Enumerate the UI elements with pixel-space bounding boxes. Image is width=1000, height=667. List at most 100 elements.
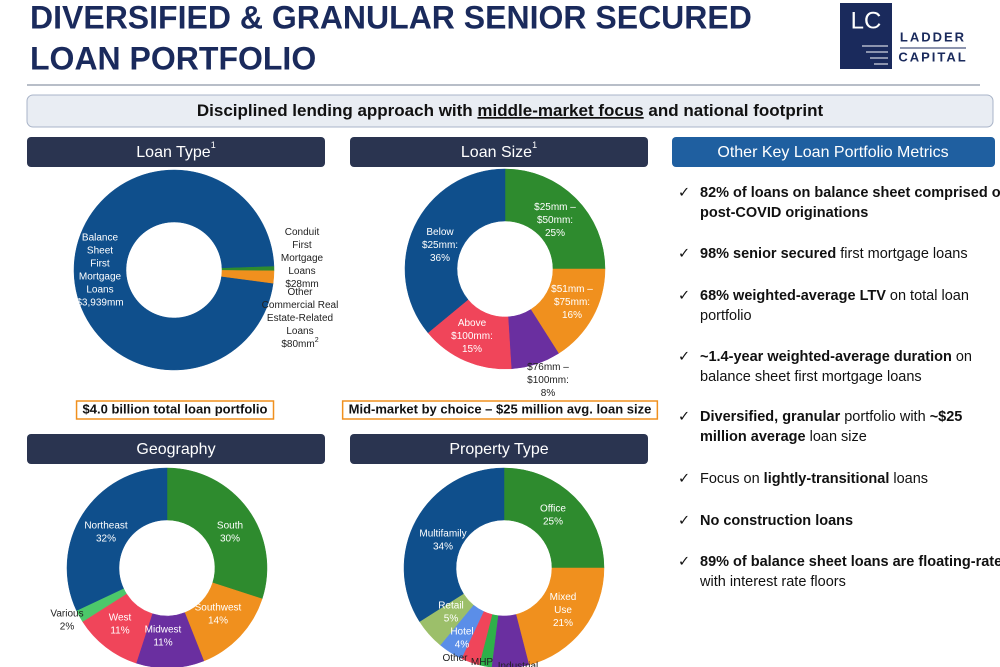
chart-header — [27, 137, 325, 167]
slice-label-line: 25% — [543, 516, 563, 527]
chart-header — [27, 434, 325, 464]
metric-text: Focus on — [700, 471, 764, 487]
metric-text: ~1.4-year weighted-average duration — [700, 349, 952, 365]
donut-slice — [404, 168, 506, 334]
slice-label-line: $50mm: — [537, 215, 573, 226]
metric-text: loan size — [805, 429, 867, 445]
slice-label-line: $25mm: — [422, 240, 458, 251]
slice-label-line: 16% — [562, 310, 582, 321]
metric-text: loans — [889, 471, 929, 487]
slice-label-line: Balance — [82, 232, 119, 243]
slice-label-line: 14% — [208, 615, 228, 626]
slice-label: Midwest 11% — [145, 624, 182, 648]
metric-text: first mortgage loans — [836, 246, 968, 262]
slice-label: Office 25% — [540, 503, 566, 527]
slice-label: Various 2% — [50, 608, 83, 632]
metric-item: ✓ Focus on lightly-transitional loans — [676, 469, 1000, 489]
slice-label: $76mm – $100mm: 8% — [527, 362, 569, 399]
metric-item: ✓ Diversified, granular portfolio with ~$… — [676, 407, 1000, 447]
chart-caption: Mid-market by choice – $25 million avg. … — [349, 401, 652, 416]
slice-label-line: Use — [554, 605, 572, 616]
metric-text: 82% of loans on balance sheet comprised … — [700, 185, 1000, 221]
caption-box — [341, 400, 659, 420]
slice-label: West 11% — [109, 612, 132, 636]
slice-label-line: Mortgage — [281, 253, 324, 264]
check-icon: ✓ — [678, 185, 691, 201]
slice-label: $51mm – $75mm: 16% — [551, 284, 593, 321]
check-icon: ✓ — [678, 471, 691, 487]
metric-item: ✓ 68% weighted-average LTV on total loan … — [676, 286, 1000, 326]
donut-slice — [403, 467, 505, 622]
slice-label-line: $76mm – — [527, 362, 569, 373]
chart-header — [350, 137, 648, 167]
slice-label: $25mm – $50mm: 25% — [534, 202, 576, 239]
banner-box — [26, 94, 994, 128]
metric-text: lightly-transitional — [763, 471, 890, 487]
donut-slice — [73, 169, 275, 371]
slice-label-line: $25mm – — [534, 202, 576, 213]
slice-label: Below $25mm: 36% — [422, 227, 458, 264]
slice-label-line: Other — [287, 287, 313, 298]
slice-label-line: 11% — [153, 637, 172, 648]
slice-label-line: Sheet — [87, 245, 113, 256]
slice-label-line: 32% — [96, 533, 116, 544]
chart-title: Property Type — [449, 441, 548, 458]
slice-label-line: $3,939mm — [76, 297, 123, 308]
slice-label: South 30% — [217, 520, 243, 544]
check-icon: ✓ — [678, 513, 691, 529]
slice-label-line: 21% — [553, 618, 573, 629]
donut-slice — [504, 168, 606, 270]
slice-label: Hotel 4% — [450, 626, 473, 650]
slice-label-line: Midwest — [145, 624, 182, 635]
logo-lines — [862, 45, 888, 65]
slice-label-line: 25% — [545, 228, 565, 239]
slice-label-line: First — [90, 258, 110, 269]
slice-label-line: $100mm: — [527, 375, 569, 386]
metric-text: 68% weighted-average LTV — [700, 288, 886, 304]
chart-title-text: Geography — [136, 441, 215, 458]
slice-label: Other Commercial Real Estate-Related Loans $… — [262, 287, 339, 350]
slice-label-line: MHP — [471, 657, 494, 667]
slice-label: Conduit First Mortgage Loans $28mm — [281, 227, 324, 290]
metrics-title: Other Key Loan Portfolio Metrics — [717, 144, 948, 161]
metric-text: portfolio with — [840, 409, 930, 425]
chart-title: Geography — [136, 441, 215, 458]
slice-label-line: Conduit — [285, 227, 320, 238]
check-icon: ✓ — [678, 246, 691, 262]
donut-slice — [515, 567, 605, 666]
chart-title: Loan Size1 — [461, 140, 537, 161]
chart-header — [350, 434, 648, 464]
donut-slice — [66, 467, 168, 611]
slice-label-line: First — [292, 240, 312, 251]
slice-label-line: Other — [442, 653, 468, 664]
logo-mark: LC — [851, 7, 882, 34]
metrics-header — [672, 137, 995, 167]
metric-text: on balance sheet first mortgage loans — [700, 349, 977, 385]
slice-label-line: Loans — [286, 326, 313, 337]
chart-title-text: Loan Size — [461, 144, 532, 161]
metric-text: 89% of balance sheet loans are floating-… — [700, 554, 1000, 570]
slice-label-line: Mortgage — [79, 271, 122, 282]
slice-label-line: 11% — [110, 625, 129, 636]
slice-label-line: Industrial — [498, 661, 539, 667]
slice-label-line: Loans — [86, 284, 113, 295]
donut-slice — [221, 270, 275, 284]
slice-label-line: Above — [458, 318, 487, 329]
slice-label-line: $51mm – — [551, 284, 593, 295]
slice-label-line: Estate-Related — [267, 313, 333, 324]
slice-label-line: 15% — [462, 344, 482, 355]
slice-label-line: Loans — [288, 266, 315, 277]
banner-part: and national footprint — [644, 101, 824, 120]
slice-label-line: Various — [50, 608, 83, 619]
slice-label-line: 30% — [220, 533, 240, 544]
slice-label: Above $100mm: 15% — [451, 318, 493, 355]
check-icon: ✓ — [678, 288, 691, 304]
slice-label-line: 2% — [60, 621, 75, 632]
metric-text: with interest rate floors — [700, 574, 846, 590]
check-icon: ✓ — [678, 409, 691, 425]
chart-title: Loan Type1 — [136, 140, 215, 161]
banner-text: Disciplined lending approach with middle… — [197, 101, 824, 120]
slice-label-line: 8% — [541, 388, 556, 399]
caption-box — [75, 400, 275, 420]
title-line: DIVERSIFIED & GRANULAR SENIOR SECURED — [30, 0, 752, 35]
